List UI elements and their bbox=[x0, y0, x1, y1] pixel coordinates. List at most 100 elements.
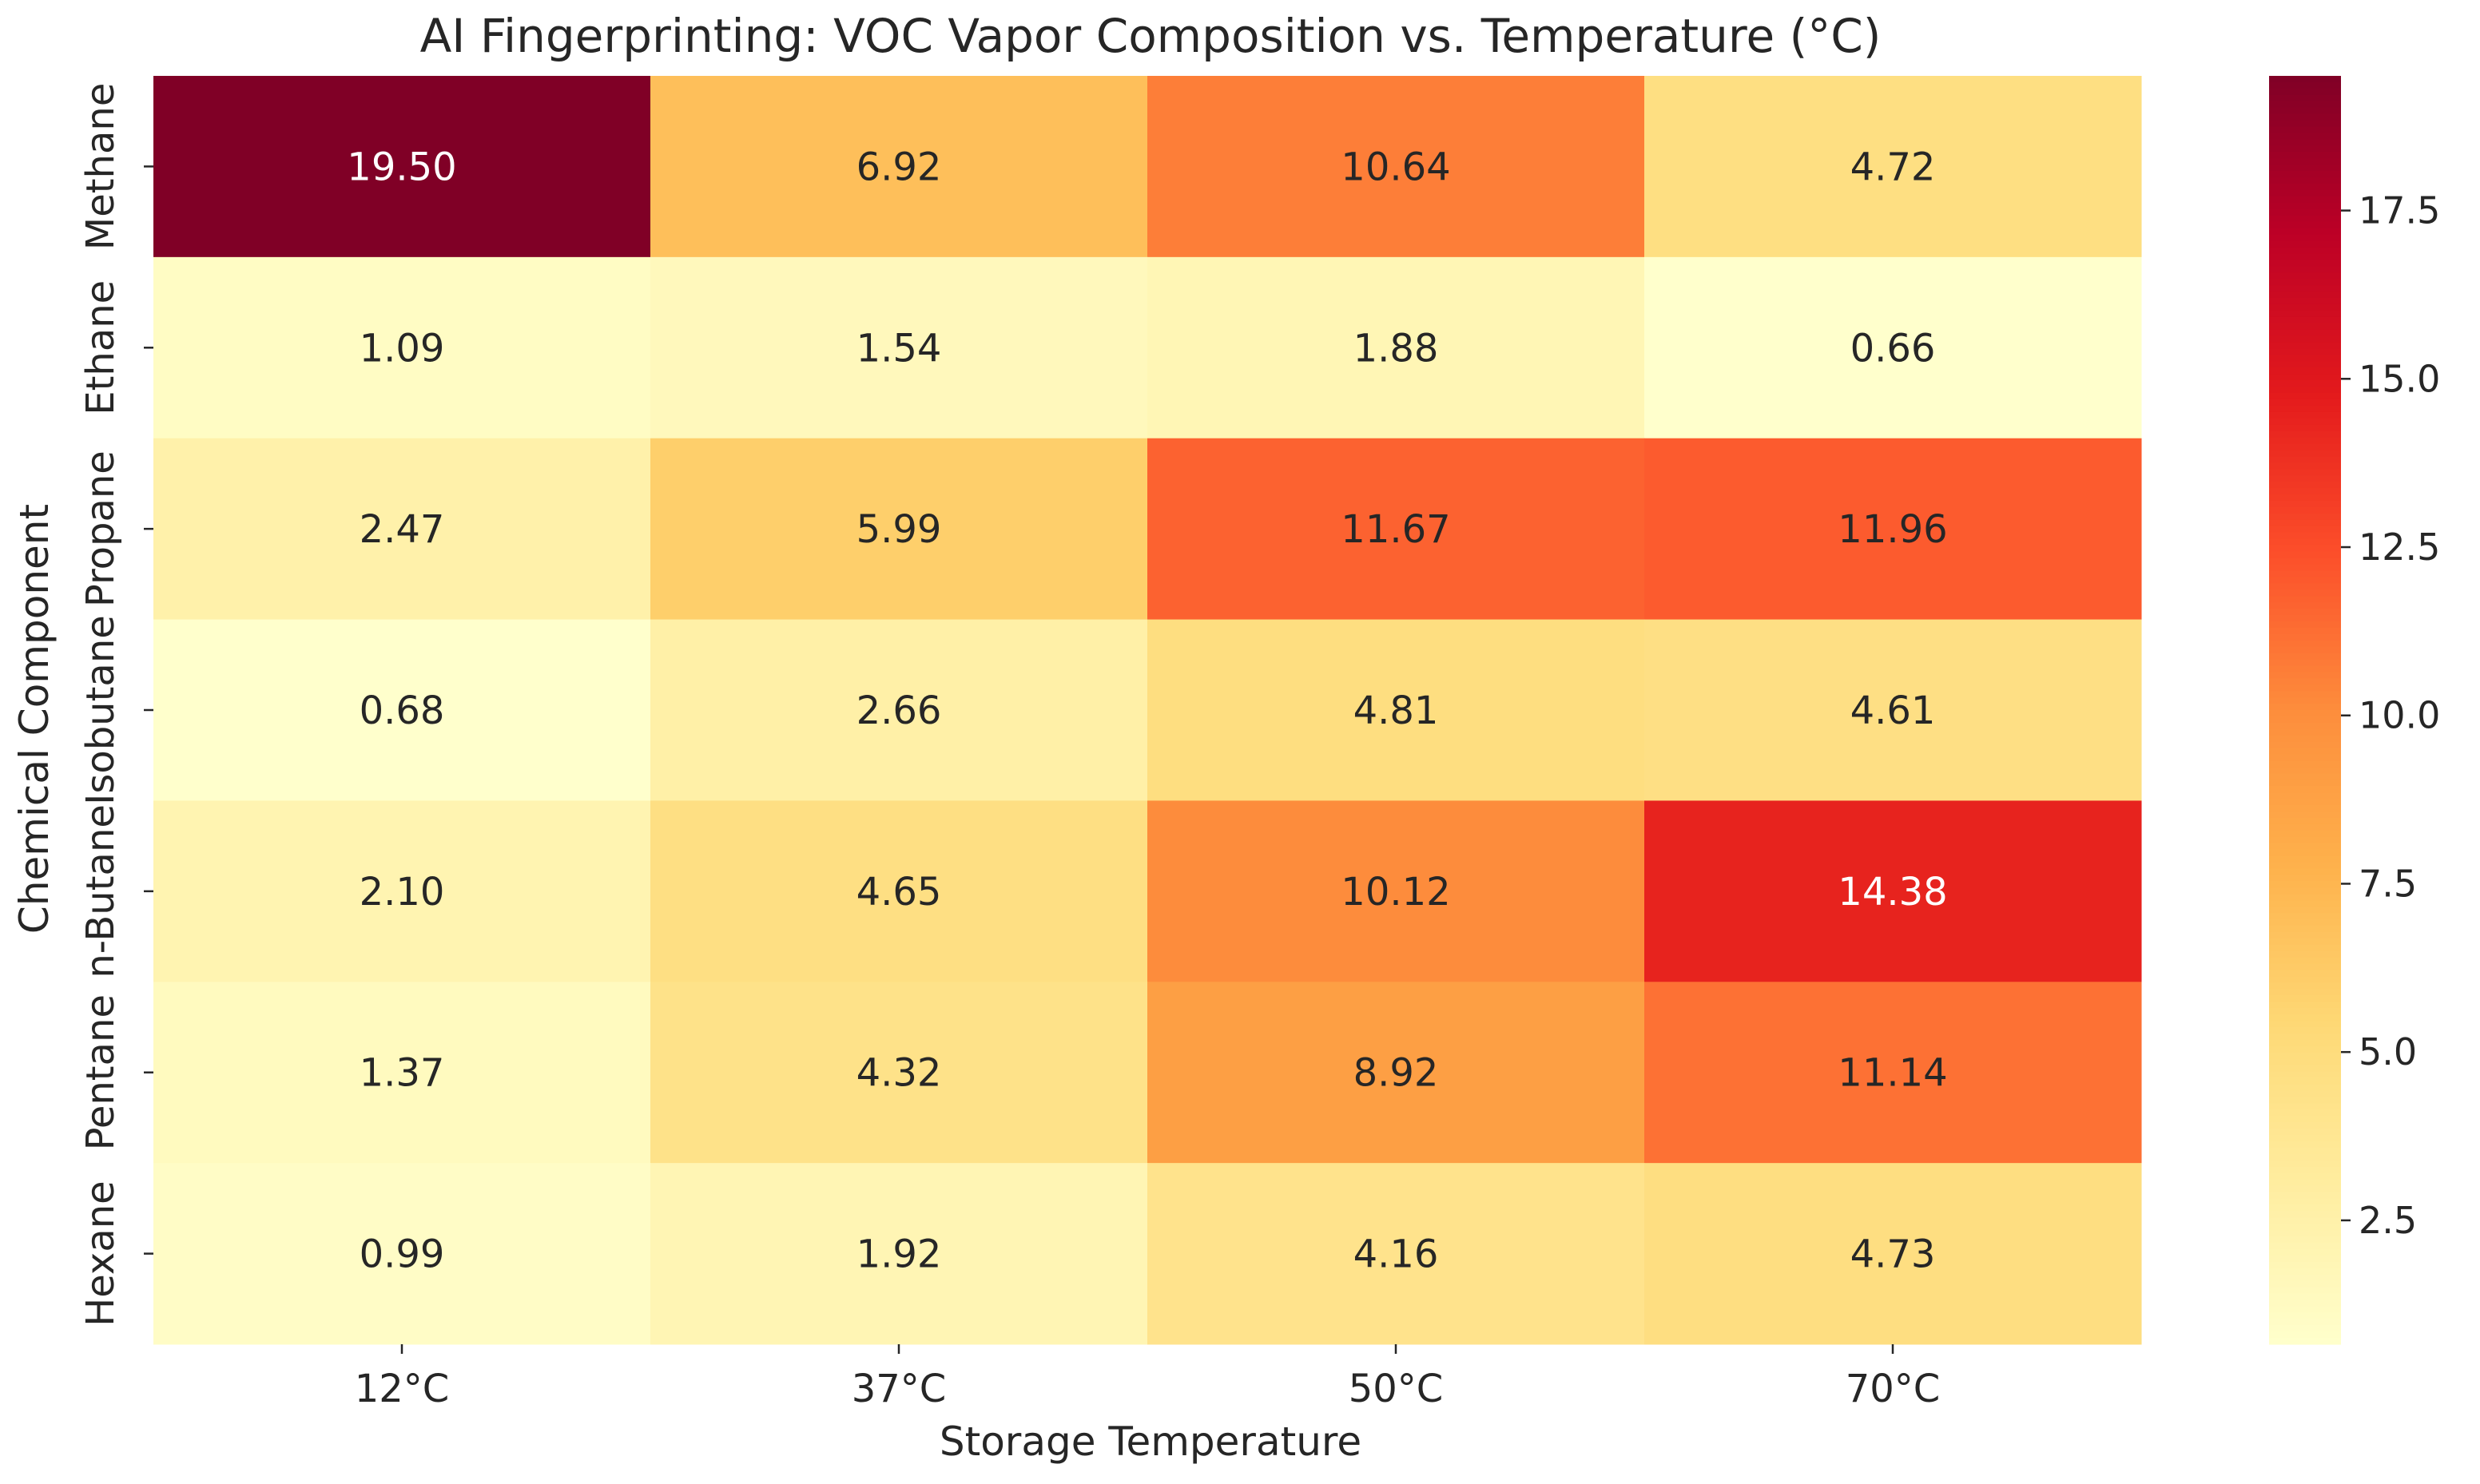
colorbar-strip bbox=[2269, 1008, 2341, 1015]
heatmap-cell bbox=[1644, 256, 2142, 439]
colorbar-strip bbox=[2269, 1046, 2341, 1053]
heatmap-cell bbox=[1644, 1163, 2142, 1345]
colorbar-strip bbox=[2269, 545, 2341, 553]
cell-value-label: 11.96 bbox=[1838, 507, 1947, 552]
colorbar-strip bbox=[2269, 1248, 2341, 1256]
colorbar-strip bbox=[2269, 596, 2341, 603]
colorbar-strip bbox=[2269, 355, 2341, 362]
cell-value-label: 2.47 bbox=[360, 507, 445, 552]
colorbar-strip bbox=[2269, 506, 2341, 514]
cell-value-label: 2.66 bbox=[856, 688, 942, 733]
colorbar-strip bbox=[2269, 443, 2341, 451]
colorbar-strip bbox=[2269, 1306, 2341, 1313]
colorbar-strip bbox=[2269, 1129, 2341, 1136]
colorbar-strip bbox=[2269, 976, 2341, 984]
colorbar-strip bbox=[2269, 1236, 2341, 1244]
colorbar-strip bbox=[2269, 1014, 2341, 1022]
colorbar-strip bbox=[2269, 741, 2341, 749]
heatmap-cell bbox=[1147, 438, 1645, 621]
colorbar-strip bbox=[2269, 817, 2341, 825]
colorbar-strip bbox=[2269, 704, 2341, 711]
cell-value-label: 0.99 bbox=[360, 1232, 445, 1277]
colorbar-strip bbox=[2269, 1071, 2341, 1079]
colorbar-strip bbox=[2269, 792, 2341, 800]
colorbar-strip bbox=[2269, 665, 2341, 673]
heatmap-cell bbox=[1644, 982, 2142, 1164]
colorbar-strip bbox=[2269, 583, 2341, 590]
colorbar-strip bbox=[2269, 868, 2341, 876]
colorbar-strip bbox=[2269, 855, 2341, 863]
heatmap-cell bbox=[1147, 256, 1645, 439]
cell-value-label: 1.54 bbox=[856, 326, 942, 371]
colorbar-strip bbox=[2269, 101, 2341, 109]
colorbar-strip bbox=[2269, 1185, 2341, 1193]
x-axis-label: Storage Temperature bbox=[940, 1419, 1361, 1465]
x-tick-label: 12°C bbox=[355, 1367, 450, 1411]
colorbar-strip bbox=[2269, 894, 2341, 901]
colorbar-tick-label: 7.5 bbox=[2359, 862, 2417, 905]
x-tick-label: 70°C bbox=[1846, 1367, 1941, 1411]
colorbar-strip bbox=[2269, 1097, 2341, 1104]
colorbar-strip bbox=[2269, 538, 2341, 546]
colorbar-strip bbox=[2269, 1293, 2341, 1301]
colorbar-strip bbox=[2269, 887, 2341, 895]
colorbar-strip bbox=[2269, 165, 2341, 172]
colorbar-strip bbox=[2269, 208, 2341, 216]
colorbar-strip bbox=[2269, 697, 2341, 704]
colorbar-strip bbox=[2269, 1274, 2341, 1282]
cell-value-label: 0.68 bbox=[360, 688, 445, 733]
colorbar-strip bbox=[2269, 811, 2341, 819]
colorbar-strip bbox=[2269, 640, 2341, 648]
colorbar-strip bbox=[2269, 380, 2341, 387]
colorbar-strip bbox=[2269, 247, 2341, 254]
colorbar-strip bbox=[2269, 1147, 2341, 1155]
colorbar-strip bbox=[2269, 526, 2341, 534]
cell-value-label: 4.16 bbox=[1353, 1232, 1439, 1277]
colorbar-strip bbox=[2269, 754, 2341, 762]
heatmap-cell bbox=[153, 800, 651, 982]
cell-value-label: 11.14 bbox=[1838, 1051, 1947, 1096]
colorbar-strip bbox=[2269, 995, 2341, 1002]
heatmap-cell bbox=[1644, 438, 2142, 621]
heatmap-cell bbox=[153, 256, 651, 439]
colorbar-strip bbox=[2269, 735, 2341, 743]
colorbar-strip bbox=[2269, 823, 2341, 831]
heatmap-cell bbox=[650, 619, 1148, 801]
heatmap-cell bbox=[650, 76, 1148, 258]
colorbar-strip bbox=[2269, 1179, 2341, 1187]
colorbar-strip bbox=[2269, 221, 2341, 229]
cell-value-label: 4.32 bbox=[856, 1051, 942, 1096]
colorbar-strip bbox=[2269, 950, 2341, 958]
heatmap-cell bbox=[650, 256, 1148, 439]
colorbar-strip bbox=[2269, 970, 2341, 978]
colorbar-strip bbox=[2269, 1299, 2341, 1307]
colorbar-strip bbox=[2269, 437, 2341, 445]
colorbar-strip bbox=[2269, 710, 2341, 717]
colorbar-strip bbox=[2269, 557, 2341, 565]
colorbar-strip bbox=[2269, 678, 2341, 685]
colorbar-strip bbox=[2269, 614, 2341, 622]
y-tick-label: Hexane bbox=[78, 1180, 123, 1327]
colorbar-strip bbox=[2269, 431, 2341, 438]
colorbar-strip bbox=[2269, 1325, 2341, 1332]
colorbar-strip bbox=[2269, 1052, 2341, 1060]
colorbar-strip bbox=[2269, 88, 2341, 96]
colorbar-strip bbox=[2269, 310, 2341, 318]
colorbar-strip bbox=[2269, 183, 2341, 191]
colorbar-strip bbox=[2269, 691, 2341, 698]
colorbar-strip bbox=[2269, 1198, 2341, 1205]
heatmap-cell bbox=[650, 1163, 1148, 1345]
colorbar-strip bbox=[2269, 456, 2341, 463]
x-tick-label: 37°C bbox=[852, 1367, 947, 1411]
colorbar-strip bbox=[2269, 81, 2341, 89]
colorbar-strip bbox=[2269, 291, 2341, 299]
colorbar-strip bbox=[2269, 1141, 2341, 1149]
colorbar-strip bbox=[2269, 1280, 2341, 1288]
colorbar-tick-label: 5.0 bbox=[2359, 1030, 2417, 1073]
colorbar-strip bbox=[2269, 944, 2341, 952]
colorbar-strip bbox=[2269, 773, 2341, 780]
colorbar-strip bbox=[2269, 1242, 2341, 1250]
colorbar-strip bbox=[2269, 1065, 2341, 1073]
colorbar-strip bbox=[2269, 1039, 2341, 1047]
heatmap-cell bbox=[153, 76, 651, 258]
